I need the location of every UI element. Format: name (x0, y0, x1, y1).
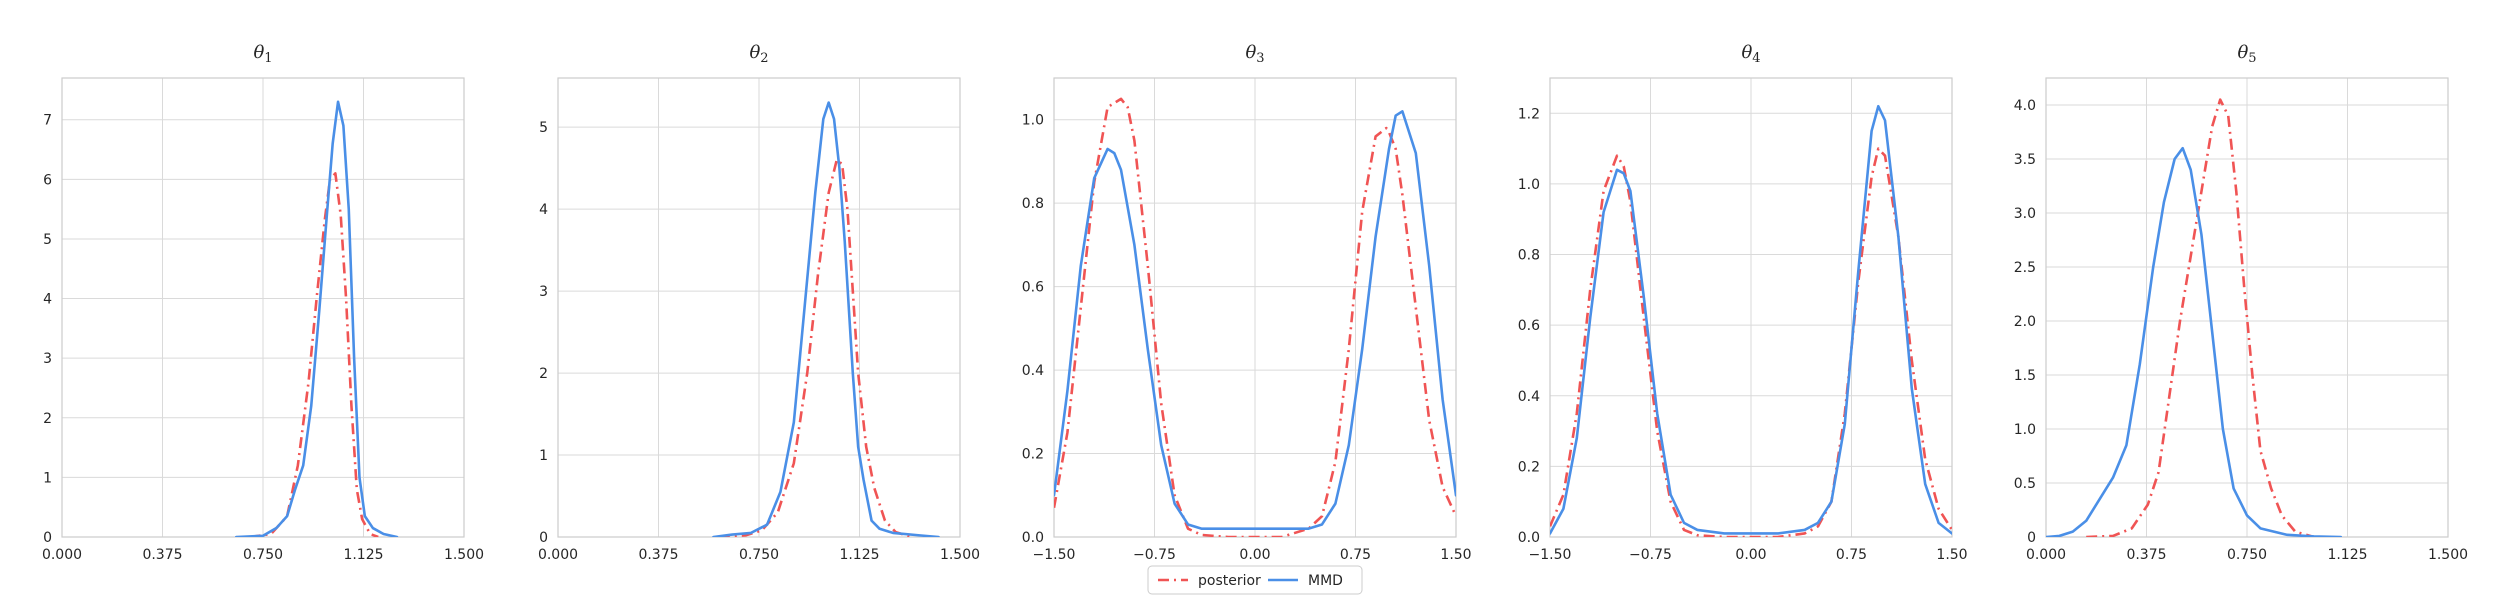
x-tick-label: 0.75 (1340, 547, 1371, 563)
x-tick-label: 0.000 (2026, 547, 2066, 563)
x-tick-label: 0.375 (142, 547, 182, 563)
x-tick-label: 0.00 (1735, 547, 1766, 563)
y-tick-label: 2.5 (2014, 260, 2036, 276)
y-tick-label: 0 (539, 530, 548, 546)
y-tick-label: 0.4 (1022, 363, 1044, 379)
y-tick-label: 2 (43, 411, 52, 427)
y-tick-label: 3.5 (2014, 152, 2036, 168)
y-tick-label: 1.0 (1022, 113, 1044, 129)
y-tick-label: 0.0 (1518, 530, 1540, 546)
axes-frame (557, 77, 961, 538)
series-line-mmd (234, 100, 399, 537)
chart-panel-5: 0.000 0.375 0.750 1.125 1.500 0 0.5 1.0 1.5 2.0 2.… (2014, 42, 2468, 563)
y-tick-label: 4 (43, 292, 52, 308)
y-tick-label: 3 (539, 284, 548, 300)
y-tick-label: 3.0 (2014, 206, 2036, 222)
y-tick-label: 1 (539, 448, 548, 464)
chart-panel-3: −1.50 −0.75 0.00 0.75 1.50 0.0 0.2 0.4 0.6 0.8 1.0… (1022, 42, 1472, 563)
x-tick-label: 1.50 (1936, 547, 1967, 563)
series-line-posterior (249, 172, 379, 537)
chart-title: θ1 (253, 42, 272, 66)
y-tick-label: 0.8 (1518, 248, 1540, 264)
y-tick-label: 5 (539, 120, 548, 136)
y-tick-label: 0.6 (1518, 318, 1540, 334)
y-tick-label: 2.0 (2014, 314, 2036, 330)
x-tick-label: 1.125 (839, 547, 879, 563)
x-tick-label: 1.50 (1440, 547, 1471, 563)
y-tick-label: 0.8 (1022, 196, 1044, 212)
x-tick-label: 0.75 (1836, 547, 1867, 563)
x-tick-label: −0.75 (1133, 547, 1176, 563)
chart-title: θ4 (1741, 42, 1760, 66)
y-tick-label: 0.0 (1022, 530, 1044, 546)
y-tick-label: 1.0 (2014, 422, 2036, 438)
legend-box (1147, 565, 1363, 595)
x-tick-label: 0.375 (638, 547, 678, 563)
y-tick-label: 0 (43, 530, 52, 546)
x-tick-label: 0.375 (2126, 547, 2166, 563)
series-line-mmd (712, 101, 940, 537)
x-tick-label: −1.50 (1529, 547, 1572, 563)
series-line-mmd (1054, 110, 1456, 530)
series-line-mmd (1550, 104, 1952, 535)
legend: posterior MMD (1147, 565, 1363, 595)
y-tick-label: 1.5 (2014, 368, 2036, 384)
y-tick-label: 7 (43, 113, 52, 129)
y-tick-label: 1 (43, 470, 52, 486)
x-tick-label: 1.125 (343, 547, 383, 563)
y-tick-label: 5 (43, 232, 52, 248)
chart-panel-1: 0.000 0.375 0.750 1.125 1.500 0 1 2 3 4 5 6 7 θ1 (42, 42, 484, 563)
x-tick-label: 0.750 (243, 547, 283, 563)
chart-title: θ2 (749, 42, 768, 66)
series-line-posterior (1550, 147, 1952, 537)
x-tick-label: −1.50 (1033, 547, 1076, 563)
series-line-mmd (2046, 146, 2343, 537)
x-tick-label: 1.125 (2327, 547, 2367, 563)
chart-title: θ3 (1245, 42, 1264, 66)
y-tick-label: 0.5 (2014, 476, 2036, 492)
x-tick-label: 1.500 (444, 547, 484, 563)
x-tick-label: 0.750 (2227, 547, 2267, 563)
y-tick-label: 6 (43, 172, 52, 188)
x-tick-label: 0.00 (1239, 547, 1270, 563)
y-tick-label: 0.2 (1518, 459, 1540, 475)
chart-panel-2: 0.000 0.375 0.750 1.125 1.500 0 1 2 3 4 5 θ2 (538, 42, 980, 563)
x-tick-label: 0.000 (538, 547, 578, 563)
y-tick-label: 0.4 (1518, 389, 1540, 405)
y-tick-label: 4 (539, 202, 548, 218)
chart-title: θ5 (2237, 42, 2256, 66)
chart-panel-4: −1.50 −0.75 0.00 0.75 1.50 0.0 0.2 0.4 0.6 0.8 1.0… (1518, 42, 1968, 563)
x-tick-label: 0.000 (42, 547, 82, 563)
y-tick-label: 3 (43, 351, 52, 367)
legend-label-posterior: posterior (1198, 573, 1261, 589)
legend-label-mmd: MMD (1308, 573, 1343, 589)
x-tick-label: 1.500 (940, 547, 980, 563)
y-tick-label: 0.2 (1022, 447, 1044, 463)
y-tick-label: 1.0 (1518, 177, 1540, 193)
x-tick-label: 0.750 (739, 547, 779, 563)
series-line-posterior (2086, 98, 2315, 537)
axes-frame (2045, 77, 2449, 538)
y-tick-label: 1.2 (1518, 106, 1540, 122)
y-tick-label: 0 (2027, 530, 2036, 546)
series-line-posterior (718, 158, 913, 537)
x-tick-label: −0.75 (1629, 547, 1672, 563)
y-tick-label: 2 (539, 366, 548, 382)
series-line-posterior (1054, 97, 1456, 537)
y-tick-label: 0.6 (1022, 280, 1044, 296)
x-tick-label: 1.500 (2428, 547, 2468, 563)
y-tick-label: 4.0 (2014, 98, 2036, 114)
